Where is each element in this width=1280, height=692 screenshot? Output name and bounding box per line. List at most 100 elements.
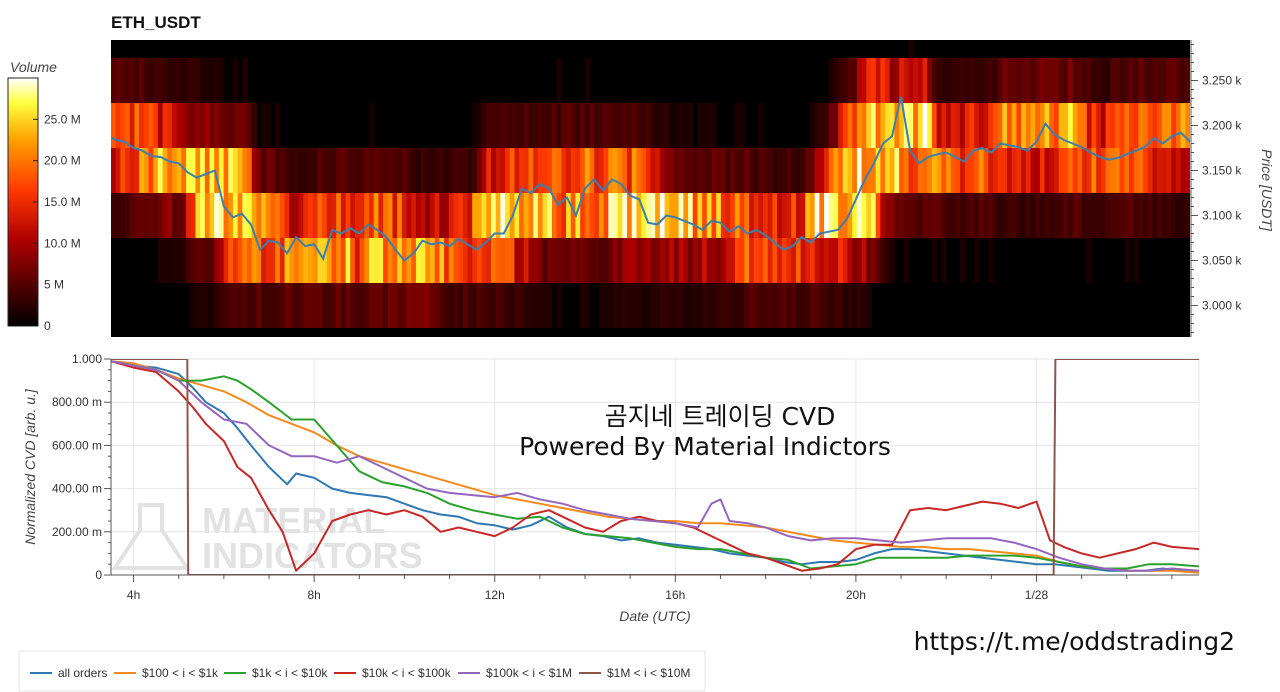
heatmap-cell [580, 283, 586, 328]
heatmap-cell [885, 58, 891, 103]
heatmap-cell [242, 193, 248, 238]
heatmap-cell [1021, 103, 1027, 148]
heatmap-cell [1044, 58, 1050, 103]
heatmap-cell [955, 193, 961, 238]
heatmap-cell [190, 193, 197, 238]
heatmap-cell [800, 148, 806, 193]
heatmap-cell [1058, 193, 1064, 238]
heatmap-cell [1133, 193, 1139, 238]
heatmap-cell [894, 103, 900, 148]
heatmap-cell [800, 238, 806, 283]
heatmap-cell [256, 283, 262, 328]
heatmap-cell [997, 103, 1003, 148]
heatmap-cell [476, 148, 483, 193]
heatmap-cell [870, 148, 877, 193]
heatmap-cell [1114, 58, 1121, 103]
heatmap-cell [1096, 148, 1102, 193]
heatmap-cell [1147, 103, 1154, 148]
heatmap-cell [247, 193, 253, 238]
heatmap-cell [1053, 193, 1060, 238]
heatmap-cell [171, 193, 178, 238]
heatmap-cell [753, 193, 759, 238]
heatmap-cell [1068, 193, 1074, 238]
heatmap-cell [917, 58, 924, 103]
heatmap-cell [406, 283, 412, 328]
heatmap-cell [617, 103, 623, 148]
heatmap-cell [373, 238, 379, 283]
heatmap-cell [673, 238, 680, 283]
heatmap-cell [950, 193, 957, 238]
heatmap-cell [730, 283, 736, 328]
heatmap-cell [800, 193, 806, 238]
price-tick-label: 3.150 k [1202, 164, 1242, 178]
heatmap-cell [716, 148, 722, 193]
heatmap-cell [392, 148, 398, 193]
heatmap-cell [1039, 103, 1046, 148]
heatmap-cell [1007, 58, 1013, 103]
heatmap-cell [913, 58, 919, 103]
heatmap-cell [171, 58, 178, 103]
heatmap-cell [331, 193, 337, 238]
heatmap-cell [922, 103, 928, 148]
heatmap-cell [1021, 148, 1027, 193]
heatmap-cell [458, 193, 464, 238]
heatmap-cell [1068, 58, 1074, 103]
heatmap-cell [120, 148, 126, 193]
heatmap-cell [514, 103, 520, 148]
heatmap-cell [528, 148, 534, 193]
heatmap-cell [500, 283, 506, 328]
heatmap-cell [1157, 193, 1163, 238]
heatmap-cell [838, 283, 844, 328]
heatmap-cell [308, 238, 314, 283]
heatmap-cell [1175, 103, 1182, 148]
heatmap-cell [734, 283, 741, 328]
heatmap-cell [678, 103, 684, 148]
heatmap-cell [509, 283, 516, 328]
heatmap-cell [284, 148, 290, 193]
heatmap-cell [795, 148, 802, 193]
heatmap-cell [941, 103, 947, 148]
legend-label: all orders [58, 666, 107, 680]
heatmap-cell [758, 283, 764, 328]
cvd-y-tick-label: 600.00 m [52, 438, 102, 452]
heatmap-cell [242, 58, 248, 103]
heatmap-cell [303, 238, 309, 283]
heatmap-cell [209, 193, 215, 238]
heatmap-cell [758, 238, 764, 283]
heatmap-cell [143, 103, 150, 148]
legend-label: $10k < i < $100k [362, 666, 452, 680]
colorbar-tick-label: 5 M [44, 278, 64, 292]
heatmap-cell [706, 238, 713, 283]
heatmap-cell [1086, 193, 1093, 238]
cvd-x-tick-label: 8h [307, 588, 320, 602]
heatmap-cell [115, 103, 121, 148]
heatmap-cell [171, 103, 178, 148]
heatmap-cell [537, 103, 544, 148]
heatmap-cell [204, 238, 211, 283]
heatmap-cell [870, 238, 877, 283]
heatmap-cell [1086, 58, 1093, 103]
heatmap-cell [364, 283, 370, 328]
heatmap-cell [556, 58, 562, 103]
heatmap-cell [505, 103, 511, 148]
heatmap-cell [580, 238, 586, 283]
heatmap-cell [885, 103, 891, 148]
heatmap-cell [472, 283, 478, 328]
heatmap-cell [143, 193, 150, 238]
heatmap-cell [702, 238, 708, 283]
heatmap-cell [641, 238, 647, 283]
heatmap-cell [1049, 58, 1055, 103]
heatmap-cell [1053, 58, 1060, 103]
heatmap-cell [927, 193, 933, 238]
heatmap-cell [833, 238, 839, 283]
heatmap-cell [111, 103, 117, 148]
heatmap-cell [190, 58, 197, 103]
heatmap-cell [1100, 103, 1107, 148]
heatmap-cell [1035, 58, 1041, 103]
heatmap-cell [927, 103, 933, 148]
heatmap-cell [350, 283, 356, 328]
heatmap-cell [1138, 58, 1144, 103]
heatmap-cell [988, 58, 994, 103]
heatmap-cell [852, 103, 858, 148]
heatmap-cell [298, 283, 304, 328]
